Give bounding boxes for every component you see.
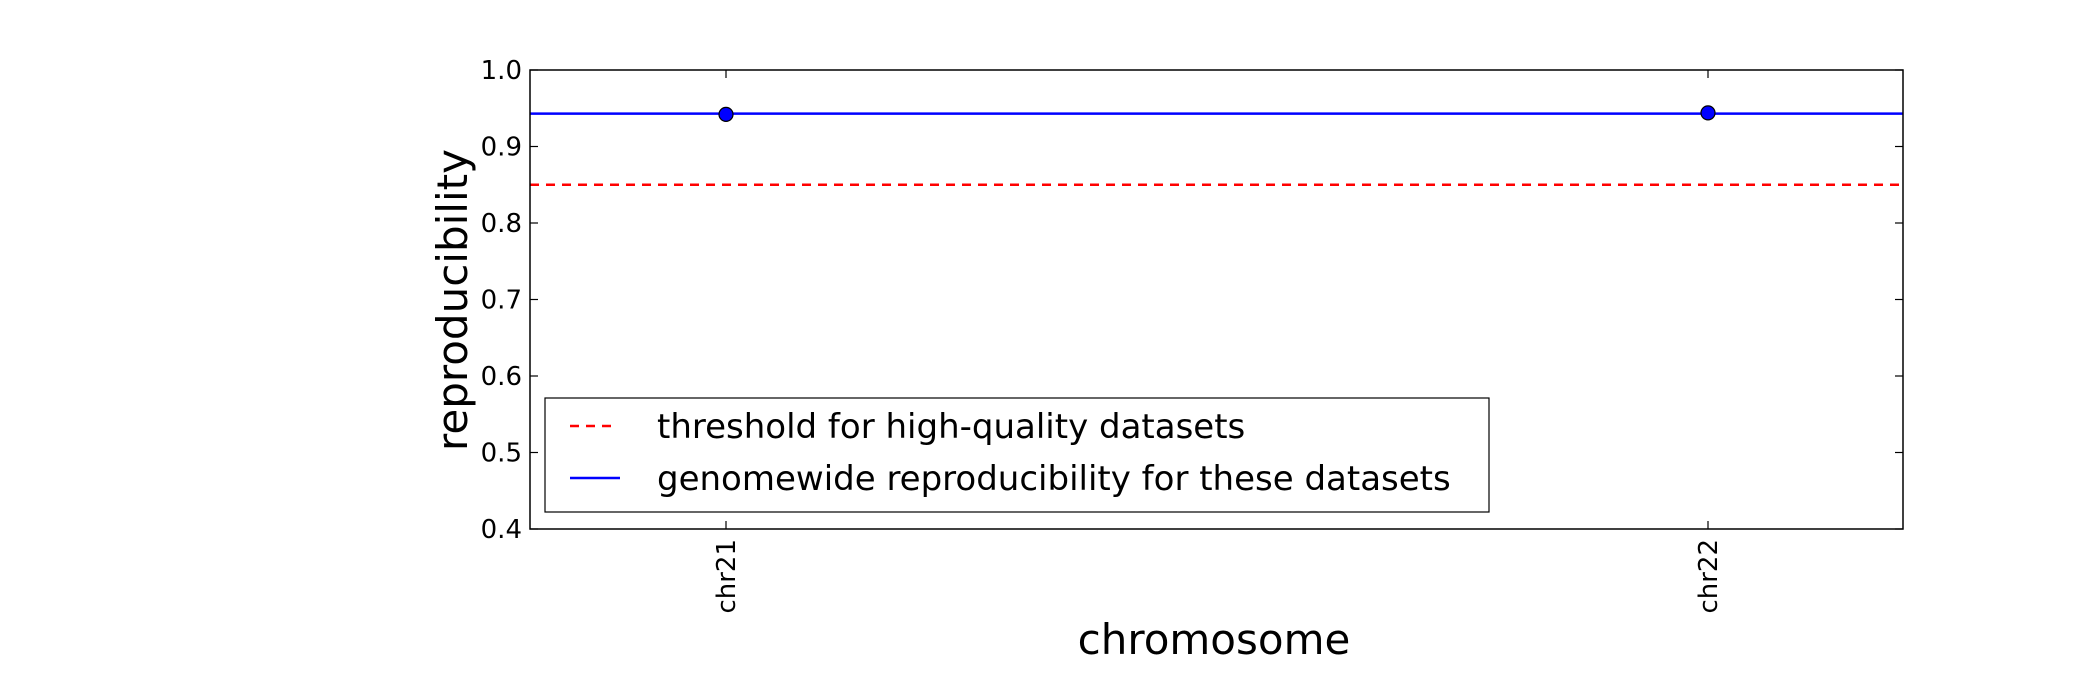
y-tick-label: 0.9 bbox=[481, 133, 522, 163]
legend: threshold for high-quality datasets geno… bbox=[544, 397, 1490, 513]
legend-threshold-label: threshold for high-quality datasets bbox=[657, 407, 1245, 447]
legend-genomewide-label: genomewide reproducibility for these dat… bbox=[657, 459, 1451, 499]
axes: 0.4 0.5 0.6 0.7 0.8 0.9 1.0 chr21 chr22 bbox=[481, 56, 1903, 614]
x-tick-label-chr22: chr22 bbox=[1694, 539, 1724, 614]
legend-box bbox=[544, 397, 1490, 513]
plot-area bbox=[530, 105, 1903, 186]
y-axis-title: reproducibility bbox=[428, 149, 477, 451]
y-tick-label: 0.8 bbox=[481, 209, 522, 239]
x-tick-label-chr21: chr21 bbox=[712, 539, 742, 614]
y-tick-label: 0.7 bbox=[481, 286, 522, 316]
x-axis-title: chromosome bbox=[1078, 615, 1351, 664]
data-point-chr21 bbox=[718, 106, 734, 122]
data-point-chr22 bbox=[1700, 105, 1716, 121]
y-tick-label: 0.4 bbox=[481, 515, 522, 545]
y-tick-label: 0.5 bbox=[481, 439, 522, 469]
y-tick-label: 0.6 bbox=[481, 362, 522, 392]
y-tick-label: 1.0 bbox=[481, 56, 522, 86]
